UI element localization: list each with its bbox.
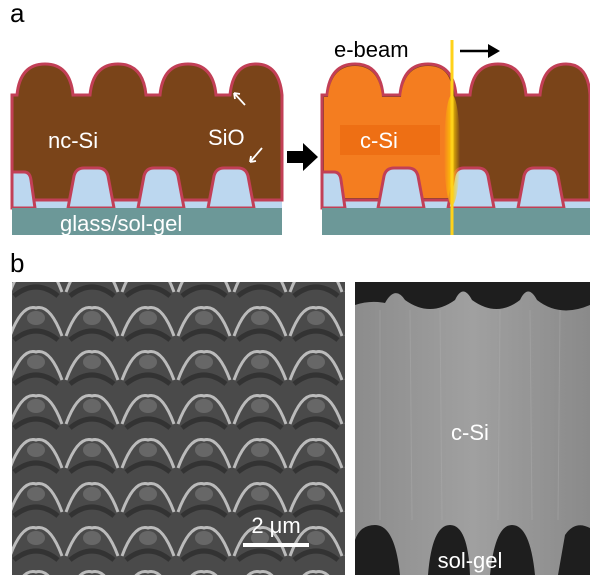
sem-cross-section: c-Si sol-gel <box>355 282 590 575</box>
region-label: sol-gel <box>438 548 503 573</box>
layer-label: glass/sol-gel <box>60 211 182 236</box>
layer-label: nc-Si <box>48 128 98 153</box>
panel-label: b <box>10 248 24 278</box>
schematic-before: nc-Si SiO glass/sol-gel <box>12 64 282 236</box>
schematic-after: c-Si e-beam <box>322 37 590 235</box>
region-label: c-Si <box>451 420 489 445</box>
beam-label: e-beam <box>334 37 409 62</box>
figure: a nc-Si SiO glass/sol-gel <box>0 0 590 575</box>
sem-tilted: 2 μm <box>12 282 345 575</box>
scale-bar-label: 2 μm <box>251 513 300 538</box>
arrow <box>287 143 318 171</box>
layer-label: SiO <box>208 125 245 150</box>
layer-label: c-Si <box>360 128 398 153</box>
panel-label: a <box>10 0 25 28</box>
